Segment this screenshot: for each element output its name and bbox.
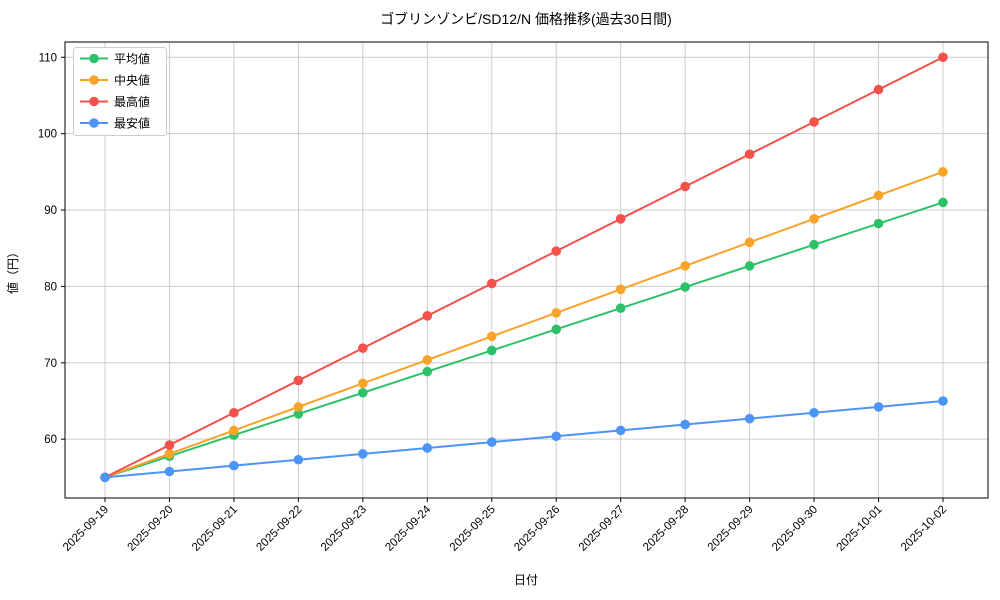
data-point-marker [809,239,819,250]
data-point-marker [938,52,948,63]
data-point-marker [615,284,626,295]
data-point-marker [358,449,368,459]
series-line [104,201,944,479]
x-tick-label: 2025-09-27 [577,504,627,554]
data-point-marker [358,387,368,398]
x-tick-label: 2025-09-23 [319,504,369,554]
data-point-marker [422,443,433,453]
y-tick-label: 100 [38,129,57,141]
data-point-marker [744,237,755,248]
y-tick-label: 90 [44,205,57,217]
data-point-marker [744,261,755,271]
data-point-marker [680,419,690,430]
data-point-marker [229,407,239,418]
legend-box [73,47,167,136]
data-point-marker [551,246,562,256]
legend-label: 最安値 [114,116,150,131]
data-point-marker [293,375,304,386]
data-point-marker [422,311,433,321]
legend-item: 平均値 [80,51,150,66]
data-point-marker [873,218,884,229]
x-tick-label: 2025-10-02 [899,504,949,554]
data-point-marker [551,308,562,318]
data-point-marker [938,167,948,177]
data-point-marker [551,324,562,335]
data-point-marker [551,431,562,442]
legend-marker [89,75,99,85]
data-point-marker [873,402,884,412]
data-point-marker [744,413,755,424]
data-point-marker [293,454,304,465]
data-point-marker [615,214,626,224]
y-tick-label: 70 [44,358,57,370]
data-point-marker [744,149,755,160]
data-point-marker [809,214,819,224]
data-point-marker [422,366,433,377]
series-line [104,56,944,479]
y-tick-label: 110 [39,52,57,64]
x-tick-label: 2025-09-28 [641,504,691,554]
data-point-marker [164,466,175,477]
plot-area: 60 70 80 90 100 110 2025-09-19 2025-09-20 2025-0… [38,41,989,554]
legend-label: 最高値 [114,94,150,109]
data-point-marker [486,345,497,356]
data-point-marker [293,409,304,419]
series-中央値 [100,167,948,483]
data-point-marker [615,425,626,436]
data-point-marker [358,378,368,389]
chart-title: ゴブリンゾンビ/SD12/N 価格推移(過去30日間) [380,11,672,27]
data-point-marker [680,261,690,271]
legend-item: 最高値 [80,94,150,109]
data-point-marker [164,440,175,450]
x-tick-label: 2025-09-21 [190,504,240,554]
y-tick-label: 60 [44,434,57,446]
x-tick-label: 2025-09-19 [61,504,111,554]
legend-item: 最安値 [80,116,150,131]
data-point-marker [809,407,819,418]
x-tick-label: 2025-09-24 [383,503,434,554]
data-point-marker [229,425,239,436]
series-line [104,399,944,479]
data-point-marker [422,355,433,365]
data-point-marker [164,449,175,459]
data-point-marker [615,303,626,313]
data-point-marker [486,331,497,342]
x-tick-label: 2025-09-30 [770,504,820,554]
data-point-marker [293,402,304,412]
series-line [104,170,944,479]
y-axis-label: 値（円） [5,246,20,294]
data-point-marker [100,472,110,483]
data-point-marker [680,181,690,192]
data-point-marker [229,460,239,471]
data-point-marker [358,343,368,353]
data-point-marker [486,437,497,447]
legend-marker [89,118,99,128]
data-point-marker [486,278,497,289]
data-point-marker [938,396,948,406]
series-最高値 [100,52,948,483]
x-tick-label: 2025-09-20 [125,504,175,554]
x-axis-label: 日付 [514,573,538,587]
x-tick-label: 2025-09-26 [512,504,562,554]
legend-marker [89,53,99,64]
legend-marker [89,96,99,107]
legend-item: 中央値 [80,73,150,88]
legend-label: 平均値 [114,51,150,66]
data-point-marker [873,190,884,201]
x-tick-label: 2025-09-29 [706,504,756,554]
plot-frame [64,41,989,499]
legend-label: 中央値 [114,73,150,88]
y-tick-label: 80 [44,281,57,293]
data-point-marker [809,117,819,127]
data-point-marker [873,84,884,95]
x-tick-label: 2025-09-22 [254,504,304,554]
x-tick-label: 2025-09-25 [448,504,498,554]
x-tick-label: 2025-10-01 [835,504,885,554]
data-point-marker [938,197,948,208]
series-最安値 [100,396,948,483]
data-point-marker [680,282,690,292]
